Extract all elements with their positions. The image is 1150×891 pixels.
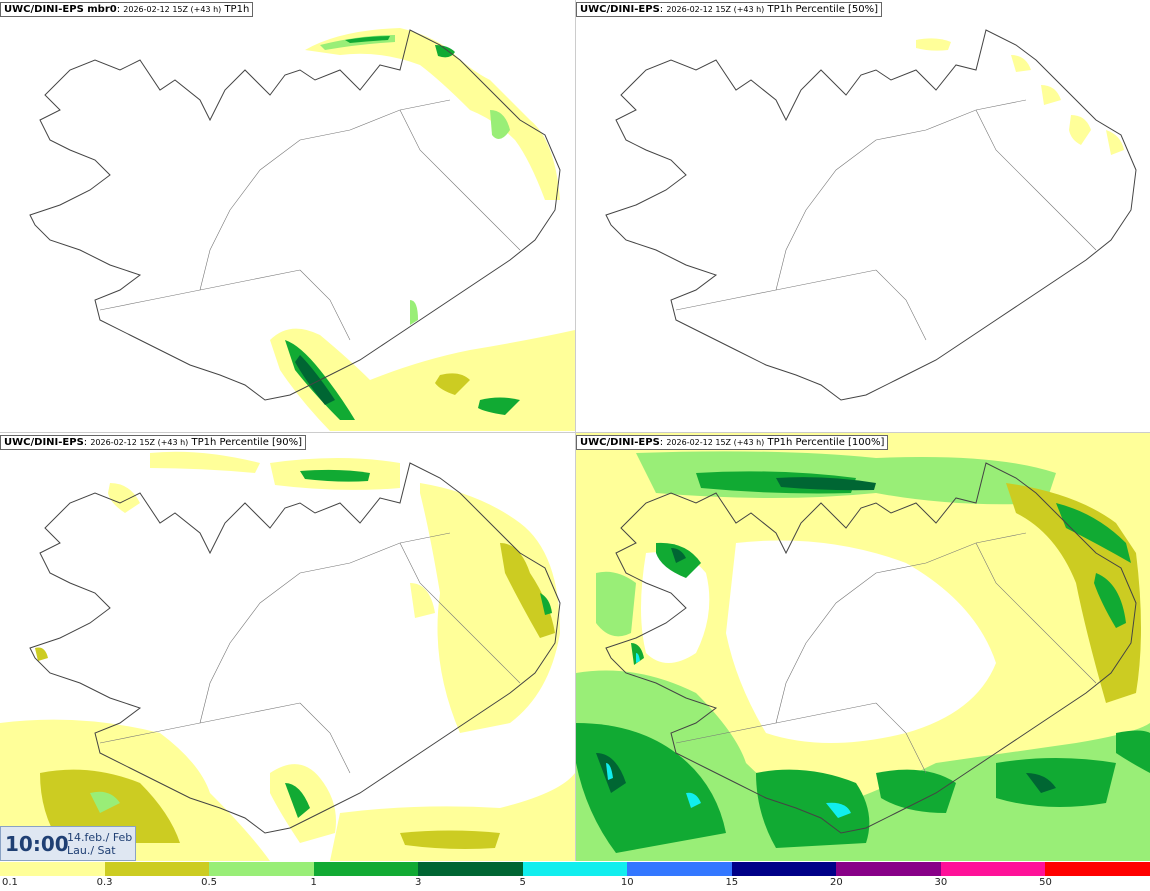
legend-label: 3 [414,877,422,888]
field-name: TP1h Percentile [50%] [767,4,879,15]
legend-swatch [836,862,941,876]
legend-swatch [731,862,837,876]
precip-shading [916,38,1124,155]
field-name: TP1h Percentile [100%] [767,437,885,448]
precip-shading [270,28,575,431]
legend-label: 10 [620,877,634,888]
iceland-coastline [605,462,1137,834]
panel-title: UWC/DINI-EPS: 2026-02-12 15Z (+43 h) TP1… [576,435,889,450]
model-name: UWC/DINI-EPS [580,437,660,448]
precipitation-map [576,433,1150,861]
map-panel-p90: UWC/DINI-EPS: 2026-02-12 15Z (+43 h) TP1… [0,433,575,861]
run-time: 2026-02-12 15Z (+43 h) [123,5,222,14]
legend-swatch [940,862,1046,876]
valid-date-line1: 14.feb./ Feb [67,831,133,844]
legend-swatch [1045,862,1150,876]
legend-swatch [627,862,732,876]
legend-label: 0.3 [96,877,113,888]
run-time: 2026-02-12 15Z (+43 h) [666,5,765,14]
valid-date: 14.feb./ Feb Lau./ Sat [67,831,132,857]
map-panel-member0: UWC/DINI-EPS mbr0: 2026-02-12 15Z (+43 h… [0,0,575,431]
legend-label: 20 [829,877,843,888]
valid-time-box: 10:00 14.feb./ Feb Lau./ Sat [0,826,136,861]
legend-swatch [209,862,314,876]
road-network [99,532,521,774]
legend-swatch [418,862,523,876]
field-name: TP1h Percentile [90%] [191,437,303,448]
run-time: 2026-02-12 15Z (+43 h) [90,438,189,447]
legend-swatch [104,862,210,876]
precipitation-map [0,451,575,861]
legend-label: 0.5 [201,877,218,888]
legend-label: 50 [1039,877,1052,888]
color-legend: 0.1 0.3 0.5 1 3 5 10 15 20 30 50 [0,862,1150,891]
legend-swatch [313,862,419,876]
legend-label: 15 [725,877,739,888]
valid-date-line2: Lau./ Sat [67,844,116,857]
legend-label: 1 [310,877,317,888]
field-name: TP1h [224,4,250,15]
road-network [675,532,1097,774]
panel-title: UWC/DINI-EPS mbr0: 2026-02-12 15Z (+43 h… [0,2,254,17]
panel-title: UWC/DINI-EPS: 2026-02-12 15Z (+43 h) TP1… [576,2,883,17]
precipitation-map [29,28,575,431]
precip-shading [0,451,575,861]
map-panel-p100: UWC/DINI-EPS: 2026-02-12 15Z (+43 h) TP1… [576,433,1150,861]
legend-labels: 0.1 0.3 0.5 1 3 5 10 15 20 30 50 [0,877,1150,891]
legend-swatch [522,862,628,876]
iceland-coastline [29,29,561,401]
valid-time: 10:00 [5,832,69,856]
iceland-coastline [605,29,1137,401]
road-network [675,99,1097,341]
iceland-coastline [29,462,561,834]
model-name: UWC/DINI-EPS [4,437,84,448]
model-name: UWC/DINI-EPS mbr0 [4,4,117,15]
run-time: 2026-02-12 15Z (+43 h) [666,438,765,447]
legend-label: 0.1 [2,877,18,888]
panel-divider-horizontal [0,432,1150,433]
road-network [99,99,521,341]
legend-label: 5 [519,877,526,888]
legend-color-bar [0,862,1150,876]
legend-label: 30 [934,877,948,888]
panel-divider-vertical [575,0,576,861]
legend-swatch [0,862,105,876]
precip-shading [576,433,1150,861]
model-name: UWC/DINI-EPS [580,4,660,15]
panel-title: UWC/DINI-EPS: 2026-02-12 15Z (+43 h) TP1… [0,435,307,450]
map-panel-p50: UWC/DINI-EPS: 2026-02-12 15Z (+43 h) TP1… [576,0,1150,431]
precipitation-map [605,29,1137,401]
